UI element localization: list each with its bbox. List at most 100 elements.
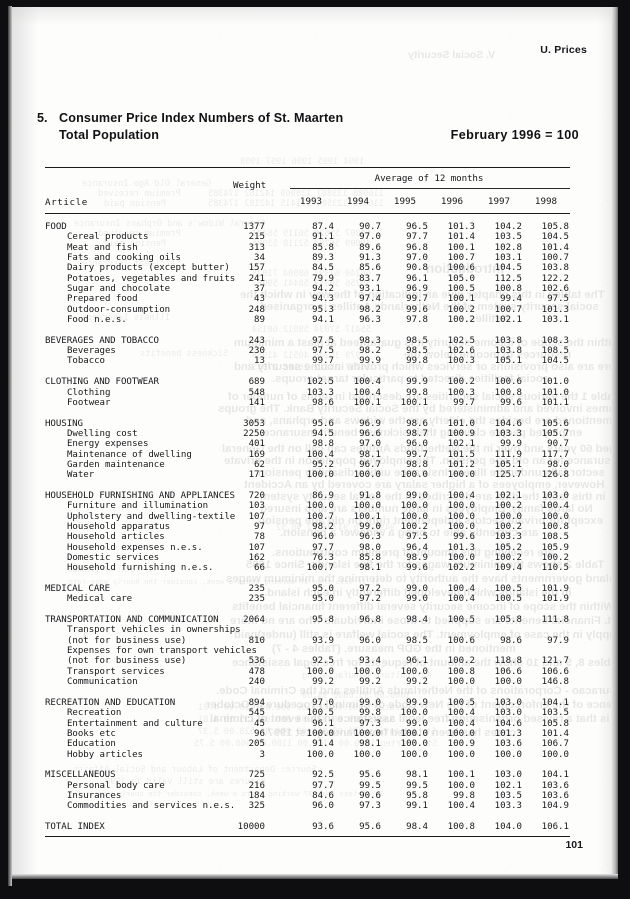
- row-value-1993: 100.0: [306, 470, 334, 481]
- row-value-1995: 98.6: [406, 418, 428, 429]
- row-value-1998: 108.5: [541, 532, 569, 543]
- row-weight: 689: [248, 377, 265, 388]
- row-value-1995: 96.1: [406, 273, 428, 284]
- row-value-1996: 101.3: [447, 222, 475, 232]
- row-value-1994: 96.0: [359, 635, 381, 646]
- table-row: Meat and fish 313 85.8 89.6 96.8 100.1 102.8 10…: [45, 243, 570, 253]
- row-value-1996: 100.4: [447, 584, 475, 595]
- row-value-1993: 97.0: [312, 697, 334, 708]
- row-value-1998: 101.9: [541, 594, 569, 605]
- row-value-1994: 93.4: [359, 656, 381, 667]
- table-row: Tobacco 13 99.7 99.9 99.8 100.3 105.1 104.5: [45, 356, 570, 366]
- row-value-1993: 92.5: [312, 656, 334, 667]
- column-header-article: Article: [45, 197, 88, 208]
- row-value-1996: 102.1: [447, 439, 475, 450]
- row-value-1993: 95.2: [312, 459, 334, 470]
- row-value-1993: 100.0: [306, 728, 334, 739]
- row-value-1995: 95.8: [406, 790, 428, 801]
- row-value-1995: 99.9: [406, 377, 428, 388]
- row-label: Household furnishing n.e.s.: [67, 563, 214, 574]
- row-value-1996: 100.2: [447, 656, 475, 667]
- row-label: Beverages: [67, 346, 116, 357]
- row-value-1993: 94.5: [312, 428, 334, 439]
- row-value-1995: 98.7: [406, 428, 428, 439]
- column-header-year-1998: 1998: [534, 196, 558, 207]
- row-value-1995: 99.1: [406, 801, 428, 812]
- row-label: Household apparatus: [67, 521, 171, 532]
- table-row: MEDICAL CARE 235 95.0 97.2 99.0 100.4 100.5 101…: [45, 584, 570, 594]
- row-label: Prepared food: [67, 294, 138, 305]
- row-value-1994: 96.7: [359, 459, 381, 470]
- table-row: Energy expenses 401 98.8 97.0 96.0 102.1 99.9 9…: [45, 439, 570, 449]
- row-weight: 96: [254, 728, 265, 739]
- row-weight: 235: [248, 584, 265, 595]
- row-label: TRANSPORTATION AND COMMUNICATION: [45, 615, 219, 626]
- row-value-1995: 97.8: [406, 315, 428, 326]
- row-value-1996: 100.0: [447, 553, 475, 563]
- row-value-1996: 100.4: [447, 490, 475, 501]
- row-value-1997: 104.6: [494, 418, 522, 429]
- row-value-1996: 100.2: [447, 377, 475, 388]
- row-value-1994: 89.6: [359, 242, 381, 253]
- row-value-1993: 100.4: [306, 449, 334, 460]
- table-row: RECREATION AND EDUCATION 894 97.0 99.0 99.9 1…: [45, 698, 570, 708]
- column-header-weight: Weight: [233, 180, 267, 191]
- table-row: Sugar and chocolate 37 94.2 93.1 96.9 100.5 10…: [45, 284, 570, 294]
- row-weight: 169: [248, 449, 265, 460]
- row-value-1995: 96.8: [406, 242, 428, 253]
- table-row: Footwear 141 98.6 100.1 100.1 99.7 99.6 101.1: [45, 398, 570, 408]
- row-value-1993: 94.3: [312, 294, 334, 305]
- row-value-1997: 100.0: [494, 677, 522, 688]
- row-value-1993: 97.7: [312, 542, 334, 553]
- row-value-1994: 100.0: [353, 666, 381, 677]
- row-label: (not for business use): [67, 635, 187, 646]
- row-value-1997: 104.6: [494, 718, 522, 729]
- row-value-1997: 101.3: [494, 728, 522, 739]
- row-value-1995: 96.0: [406, 439, 428, 450]
- row-value-1994: 93.1: [359, 284, 381, 295]
- row-label: Clothing: [67, 387, 111, 398]
- row-label: Commodities and services n.e.s.: [67, 801, 236, 812]
- row-value-1998: 105.7: [541, 428, 569, 439]
- row-value-1996: 100.5: [447, 615, 475, 626]
- row-value-1998: 105.8: [541, 718, 569, 729]
- row-value-1996: 102.6: [447, 346, 475, 357]
- row-value-1995: 98.4: [406, 615, 428, 626]
- row-weight: 241: [248, 273, 265, 284]
- row-value-1998: 108.3: [541, 335, 569, 346]
- row-value-1996: 102.5: [447, 335, 475, 346]
- row-value-1998: 111.8: [541, 615, 569, 626]
- row-value-1998: 106.7: [541, 739, 569, 750]
- row-value-1998: 101.1: [541, 397, 569, 408]
- row-value-1994: 98.1: [359, 449, 381, 460]
- row-weight: 89: [254, 315, 265, 326]
- table-row: Commodities and services n.e.s. 325 96.0 97…: [45, 801, 570, 811]
- title-block: 5. Consumer Price Index Numbers of St. M…: [37, 111, 593, 142]
- row-value-1993: 96.0: [312, 532, 334, 543]
- row-value-1997: 105.2: [494, 542, 522, 553]
- row-value-1997: 100.5: [494, 594, 522, 605]
- row-value-1997: 103.3: [494, 801, 522, 812]
- row-value-1993: 99.2: [312, 677, 334, 688]
- row-value-1996: 101.4: [447, 232, 475, 243]
- row-weight: 205: [248, 739, 265, 750]
- row-value-1995: 97.0: [406, 253, 428, 264]
- row-value-1997: 100.0: [494, 749, 522, 760]
- row-value-1995: 97.5: [406, 532, 428, 543]
- row-label: HOUSING: [45, 418, 83, 429]
- table-row-spacer: [45, 760, 570, 770]
- row-value-1994: 100.0: [353, 728, 381, 739]
- row-value-1998: 103.1: [541, 315, 569, 326]
- row-value-1995: 100.0: [400, 666, 428, 677]
- row-label: Personal body care: [67, 780, 165, 791]
- row-value-1998: 117.7: [541, 449, 569, 460]
- row-value-1998: 103.6: [541, 790, 569, 801]
- table-row: Transport vehicles in ownerships: [45, 625, 570, 635]
- table-row: MISCELLANEOUS 725 92.5 95.6 98.1 100.1 103.0 10…: [45, 770, 570, 780]
- row-value-1996: 100.5: [447, 697, 475, 708]
- row-label: Domestic services: [67, 553, 160, 563]
- row-value-1997: 105.1: [494, 459, 522, 470]
- row-value-1993: 96.1: [312, 718, 334, 729]
- row-value-1996: 99.6: [453, 532, 475, 543]
- row-value-1997: 105.8: [494, 615, 522, 626]
